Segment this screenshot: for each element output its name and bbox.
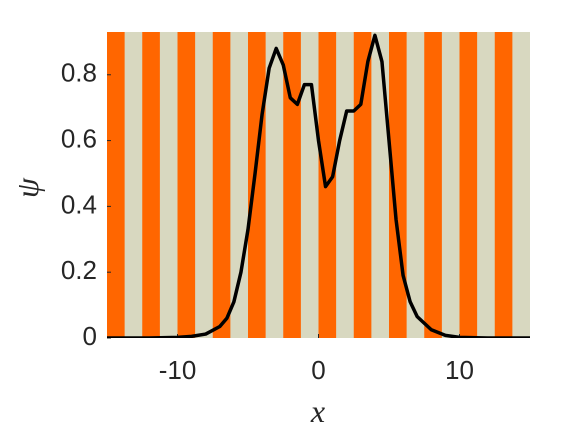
y-tick-label: 0 <box>83 321 97 351</box>
y-axis-label: ψ <box>9 177 45 198</box>
stripe <box>371 32 390 338</box>
stripe <box>459 32 478 338</box>
stripe <box>177 32 196 338</box>
stripe <box>107 32 126 338</box>
x-tick-label: 0 <box>311 355 325 385</box>
y-tick-label: 0.6 <box>61 123 97 153</box>
stripe <box>353 32 372 338</box>
stripe <box>477 32 496 338</box>
background <box>107 32 530 338</box>
stripe <box>212 32 231 338</box>
stripe <box>248 32 267 338</box>
x-tick-label: -10 <box>159 355 197 385</box>
stripe <box>230 32 249 338</box>
stripe <box>265 32 284 338</box>
stripe <box>283 32 302 338</box>
stripe <box>441 32 460 338</box>
stripe <box>124 32 143 338</box>
stripe <box>159 32 178 338</box>
x-tick-label: 10 <box>445 355 474 385</box>
stripe <box>195 32 214 338</box>
y-tick-label: 0.2 <box>61 255 97 285</box>
stripe <box>424 32 443 338</box>
data-line <box>107 33 530 338</box>
stripe <box>494 32 513 338</box>
y-tick-label: 0.4 <box>61 189 97 219</box>
y-tick-label: 0.8 <box>61 58 97 88</box>
stripe <box>142 32 161 338</box>
stripe <box>300 32 319 338</box>
x-axis-label: x <box>310 393 325 429</box>
stripe <box>512 32 530 338</box>
stripe <box>336 32 355 338</box>
stripe <box>406 32 425 338</box>
